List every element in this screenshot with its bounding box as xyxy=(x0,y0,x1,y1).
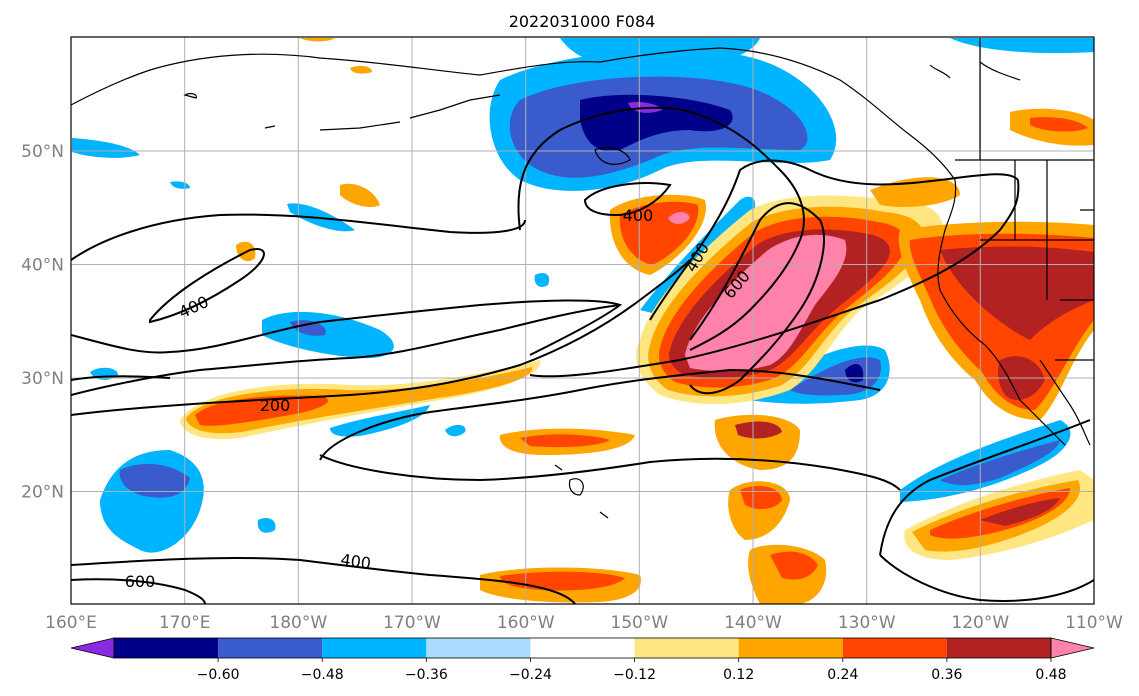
lon-label: 130°W xyxy=(838,613,896,633)
anomaly-fill xyxy=(72,38,1094,604)
contour-lines xyxy=(71,106,1094,604)
contour-600-south xyxy=(71,578,206,604)
lon-label: 120°W xyxy=(951,613,1009,633)
colorbar-label: 0.24 xyxy=(827,667,858,683)
contour-se-lower xyxy=(879,554,1094,602)
contour-gulf-alaska xyxy=(517,106,805,351)
lat-label: 30°N xyxy=(21,369,64,389)
contour-200-band xyxy=(71,259,691,416)
colorbar-frame xyxy=(113,637,1052,659)
colorbar-label: −0.36 xyxy=(405,667,448,683)
contour-400-west xyxy=(71,213,526,261)
colorbar-extend-max xyxy=(1050,637,1095,659)
lon-label: 110°W xyxy=(1065,613,1123,633)
lon-label: 160°W xyxy=(497,613,555,633)
baja-coast xyxy=(1039,359,1091,446)
contour-south xyxy=(71,556,576,604)
colorbar-label: −0.24 xyxy=(509,667,552,683)
colorbar-segment xyxy=(634,638,739,658)
contour-subtropical xyxy=(319,368,881,461)
neg-anomaly-north-edge xyxy=(560,38,760,71)
colorbar-segment xyxy=(530,638,635,658)
colorbar-label: −0.48 xyxy=(301,667,344,683)
map-frame xyxy=(70,36,1095,605)
lon-label: 150°W xyxy=(610,613,668,633)
colorbar-segment xyxy=(114,638,219,658)
contour-400-west-loop xyxy=(149,248,265,324)
lon-axis: 160°E 170°E 180°W 170°W 160°W 150°W 140°… xyxy=(45,613,1123,633)
neg-anomaly-southeast xyxy=(900,420,1071,502)
colorbar-label: −0.12 xyxy=(613,667,656,683)
contour-se xyxy=(879,419,1091,556)
lon-label: 160°E xyxy=(45,613,97,633)
map-title: 2022031000 F084 xyxy=(509,12,656,31)
colorbar-label: 0.12 xyxy=(723,667,754,683)
contour-mid-s xyxy=(319,454,901,491)
lon-label: 170°E xyxy=(159,613,211,633)
contour-label: 400 xyxy=(623,206,654,225)
neg-anomaly-strip xyxy=(640,196,756,315)
coastlines xyxy=(71,38,1094,519)
alaska-coast xyxy=(71,47,956,181)
neg-anomaly-gulf-alaska-deep xyxy=(580,94,733,152)
state-lines xyxy=(980,160,1094,361)
colorbar-segment xyxy=(946,638,1051,658)
contour-600-ridge xyxy=(689,202,825,395)
colorbar-label: 0.48 xyxy=(1035,667,1066,683)
colorbar: −0.60 −0.48 −0.36 −0.24 −0.12 0.12 0.24 0.36 0.4… xyxy=(70,637,1095,683)
contour-200-outer xyxy=(71,299,623,356)
lat-label: 20°N xyxy=(21,483,64,503)
pacific-nw-coast xyxy=(937,179,1066,446)
colorbar-segment xyxy=(426,638,531,658)
colorbar-segment xyxy=(842,638,947,658)
contour-label: 400 xyxy=(339,550,372,573)
pos-anomaly-max xyxy=(685,234,847,372)
colorbar-segment xyxy=(738,638,843,658)
lon-label: 170°W xyxy=(383,613,441,633)
contour-loop-large xyxy=(529,179,1020,378)
lon-label: 180°W xyxy=(269,613,327,633)
lon-label: 140°W xyxy=(724,613,782,633)
contour-outer-400-ne xyxy=(649,159,1019,321)
colorbar-label: 0.36 xyxy=(931,667,962,683)
lat-axis: 50°N 40°N 30°N 20°N xyxy=(21,142,64,503)
lat-label: 40°N xyxy=(21,256,64,276)
map-panel: 400 400 400 600 200 400 600 xyxy=(71,37,1094,604)
contour-inner-400 xyxy=(583,182,672,217)
lat-label: 50°N xyxy=(21,142,64,162)
colorbar-segment xyxy=(322,638,427,658)
colorbar-extend-min xyxy=(70,637,115,659)
neg-anomaly-ne-corner xyxy=(950,38,1094,54)
contour-label: 600 xyxy=(125,572,156,591)
colorbar-segment xyxy=(218,638,323,658)
colorbar-label: −0.60 xyxy=(197,667,240,683)
graticule xyxy=(71,37,1094,604)
contour-label: 200 xyxy=(260,396,291,415)
contour-mid xyxy=(71,304,621,396)
